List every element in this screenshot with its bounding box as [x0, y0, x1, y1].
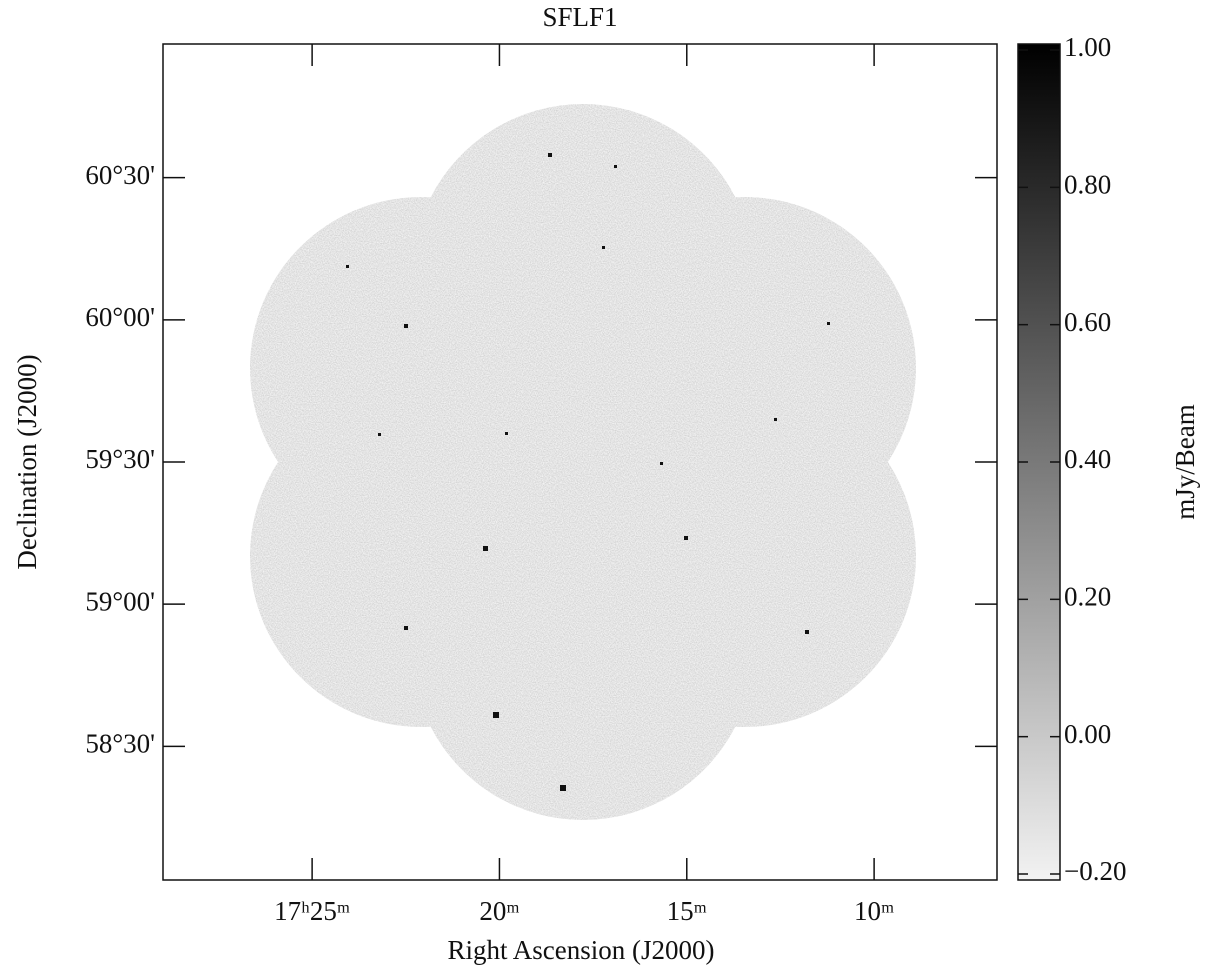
- colorbar-tick-label: 0.60: [1064, 307, 1111, 337]
- x-tick-label: 20ᵐ: [479, 896, 519, 926]
- y-axis-label: Declination (J2000): [12, 354, 42, 569]
- y-tick-label: 59°00': [85, 586, 155, 616]
- colorbar-tick-label: 1.00: [1064, 32, 1111, 62]
- chart-title: SFLF1: [542, 2, 617, 32]
- x-tick-label: 17ʰ25ᵐ: [274, 896, 350, 926]
- y-tick-label: 60°00': [85, 302, 155, 332]
- y-tick-label: 60°30': [85, 160, 155, 190]
- mosaic-image: [250, 104, 916, 820]
- x-axis-label: Right Ascension (J2000): [448, 935, 715, 965]
- colorbar-tick-label: 0.20: [1064, 582, 1111, 612]
- colorbar-tick-label: −0.20: [1064, 856, 1126, 886]
- colorbar-tick-label: 0.80: [1064, 170, 1111, 200]
- colorbar-tick-label: 0.40: [1064, 444, 1111, 474]
- y-tick-label: 58°30': [85, 729, 155, 759]
- x-tick-label: 10ᵐ: [854, 896, 894, 926]
- y-tick-label: 59°30': [85, 444, 155, 474]
- x-tick-label: 15ᵐ: [667, 896, 707, 926]
- colorbar-tick-label: 0.00: [1064, 719, 1111, 749]
- colorbar-label: mJy/Beam: [1170, 404, 1200, 520]
